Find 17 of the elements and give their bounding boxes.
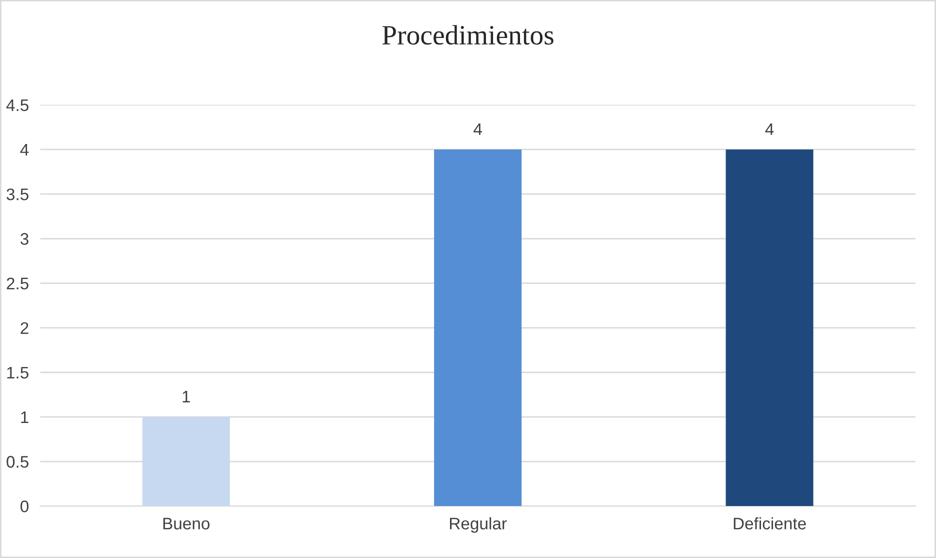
y-tick-label: 1 [21,412,28,423]
x-tick-label: Regular [450,517,507,533]
data-label: 1 [182,390,190,402]
data-label: 4 [474,123,482,135]
y-tick-label: 1.5 [7,366,28,379]
y-tick-label: 3 [20,233,28,245]
y-tick-label: 0.5 [6,456,28,468]
chart-title: Procedimientos [382,25,554,45]
y-tick-label: 2 [20,322,28,334]
y-tick-label: 0 [20,500,28,512]
y-tick-label: 4.5 [6,99,28,112]
x-tick-label: Bueno [163,518,210,530]
y-tick-label: 3.5 [6,188,28,200]
data-label: 4 [765,123,774,135]
y-tick-label: 4 [20,144,29,156]
y-tick-label: 2.5 [6,278,28,290]
x-tick-label: Deficiente [734,517,806,530]
